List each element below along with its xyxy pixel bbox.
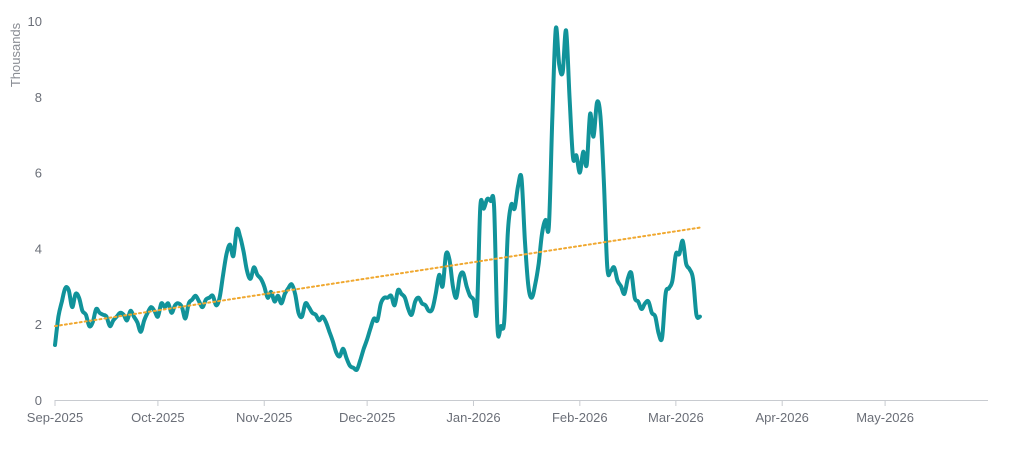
- series-line: [53, 25, 702, 372]
- x-tick-label: Feb-2026: [552, 410, 608, 425]
- trend-line: [54, 226, 701, 328]
- y-axis: 0 2 4 6 8 10: [28, 14, 42, 408]
- x-tick-label: Jan-2026: [446, 410, 500, 425]
- y-tick-label: 2: [35, 317, 42, 332]
- y-tick-label: 4: [35, 241, 42, 256]
- y-tick-label: 6: [35, 166, 42, 181]
- x-tick-label: Dec-2025: [339, 410, 395, 425]
- x-tick-label: Mar-2026: [648, 410, 704, 425]
- x-tick-label: Apr-2026: [755, 410, 808, 425]
- x-tick-label: Nov-2025: [236, 410, 292, 425]
- y-tick-label: 10: [28, 14, 42, 29]
- y-axis-title: Thousands: [8, 22, 23, 87]
- y-tick-label: 0: [35, 393, 42, 408]
- y-tick-label: 8: [35, 90, 42, 105]
- x-axis: Sep-2025 Oct-2025 Nov-2025 Dec-2025 Jan-2026…: [27, 400, 988, 425]
- x-tick-label: Sep-2025: [27, 410, 83, 425]
- x-tick-label: May-2026: [856, 410, 914, 425]
- x-tick-label: Oct-2025: [131, 410, 184, 425]
- series-layer: [53, 25, 702, 372]
